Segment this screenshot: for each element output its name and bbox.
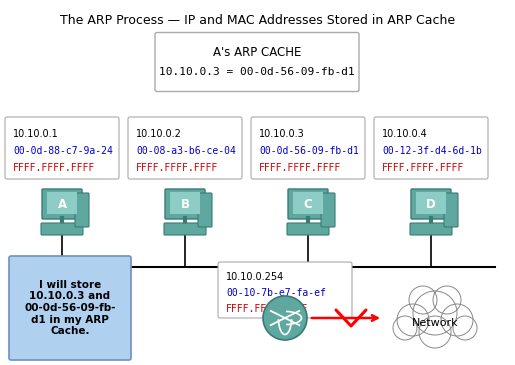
FancyBboxPatch shape — [410, 223, 452, 235]
Text: A's ARP CACHE: A's ARP CACHE — [213, 46, 301, 58]
Text: FFFF.FFFF.FFFF: FFFF.FFFF.FFFF — [13, 163, 95, 173]
Text: FFFF.FFFF.FFFF: FFFF.FFFF.FFFF — [382, 163, 464, 173]
Circle shape — [419, 316, 451, 348]
Text: FFFF.FFFF.FFFF: FFFF.FFFF.FFFF — [259, 163, 341, 173]
Text: 10.10.0.4: 10.10.0.4 — [382, 129, 428, 139]
Circle shape — [409, 286, 437, 314]
FancyBboxPatch shape — [155, 32, 359, 92]
Circle shape — [263, 296, 307, 340]
Text: 00-0d-56-09-fb-d1: 00-0d-56-09-fb-d1 — [259, 146, 359, 156]
Circle shape — [413, 291, 457, 335]
Text: D: D — [426, 197, 436, 211]
Circle shape — [397, 304, 429, 336]
Text: 00-12-3f-d4-6d-1b: 00-12-3f-d4-6d-1b — [382, 146, 482, 156]
Text: 10.10.0.3 = 00-0d-56-09-fb-d1: 10.10.0.3 = 00-0d-56-09-fb-d1 — [159, 67, 355, 77]
FancyBboxPatch shape — [374, 117, 488, 179]
Text: 10.10.0.254: 10.10.0.254 — [226, 272, 284, 282]
Bar — [47, 192, 77, 214]
Circle shape — [441, 304, 473, 336]
FancyBboxPatch shape — [165, 189, 205, 219]
FancyBboxPatch shape — [75, 193, 89, 227]
Text: B: B — [180, 197, 190, 211]
Circle shape — [453, 316, 477, 340]
Bar — [416, 192, 446, 214]
FancyBboxPatch shape — [128, 117, 242, 179]
Text: Network: Network — [411, 318, 458, 328]
Text: A: A — [58, 197, 66, 211]
Text: 10.10.0.2: 10.10.0.2 — [136, 129, 182, 139]
FancyBboxPatch shape — [5, 117, 119, 179]
Text: FFFF.FFFF.FFFF: FFFF.FFFF.FFFF — [226, 304, 308, 314]
FancyBboxPatch shape — [411, 189, 451, 219]
Bar — [293, 192, 323, 214]
FancyBboxPatch shape — [288, 189, 328, 219]
Text: 00-08-a3-b6-ce-04: 00-08-a3-b6-ce-04 — [136, 146, 236, 156]
Text: 10.10.0.3: 10.10.0.3 — [259, 129, 305, 139]
FancyBboxPatch shape — [198, 193, 212, 227]
FancyBboxPatch shape — [321, 193, 335, 227]
Circle shape — [393, 316, 417, 340]
Text: The ARP Process — IP and MAC Addresses Stored in ARP Cache: The ARP Process — IP and MAC Addresses S… — [60, 14, 455, 27]
FancyBboxPatch shape — [9, 256, 131, 360]
FancyBboxPatch shape — [164, 223, 206, 235]
Text: C: C — [304, 197, 313, 211]
Text: I will store
10.10.0.3 and
00-0d-56-09-fb-
d1 in my ARP
Cache.: I will store 10.10.0.3 and 00-0d-56-09-f… — [24, 280, 116, 336]
Circle shape — [433, 286, 461, 314]
FancyBboxPatch shape — [42, 189, 82, 219]
FancyBboxPatch shape — [287, 223, 329, 235]
FancyBboxPatch shape — [218, 262, 352, 318]
Text: 00-10-7b-e7-fa-ef: 00-10-7b-e7-fa-ef — [226, 288, 326, 298]
FancyBboxPatch shape — [251, 117, 365, 179]
FancyBboxPatch shape — [444, 193, 458, 227]
Text: FFFF.FFFF.FFFF: FFFF.FFFF.FFFF — [136, 163, 218, 173]
FancyBboxPatch shape — [41, 223, 83, 235]
Bar — [170, 192, 200, 214]
Text: 00-0d-88-c7-9a-24: 00-0d-88-c7-9a-24 — [13, 146, 113, 156]
Text: 10.10.0.1: 10.10.0.1 — [13, 129, 59, 139]
